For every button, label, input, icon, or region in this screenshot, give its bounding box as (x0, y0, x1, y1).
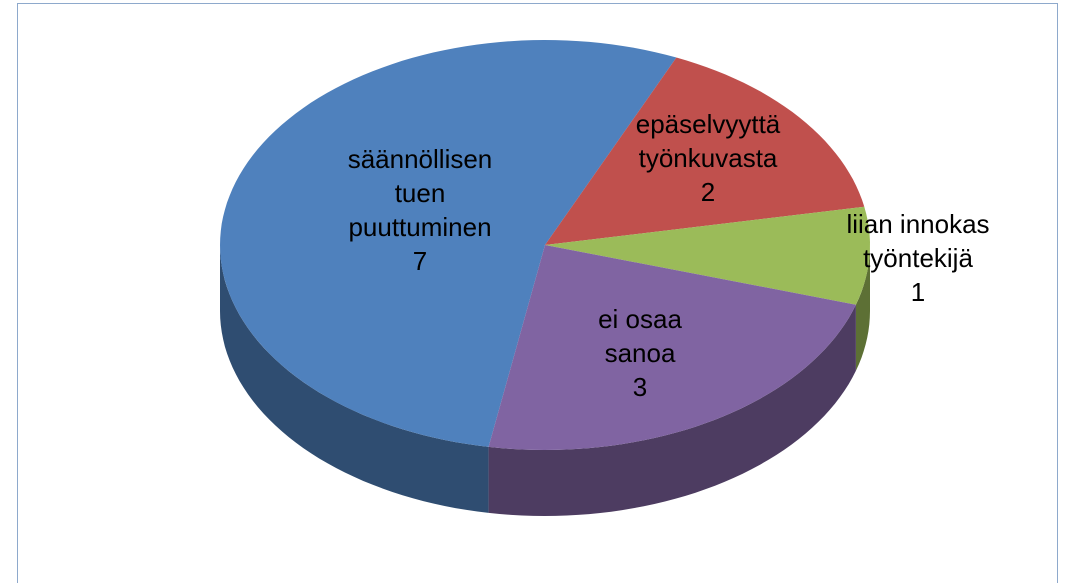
label-line: työnkuvasta (639, 143, 778, 173)
slice-side (855, 245, 870, 371)
slice-label: ei osaa sanoa (598, 304, 682, 368)
pie-tops (220, 40, 870, 450)
label-line: ei osaa (598, 304, 682, 334)
value-label: 2 (701, 177, 715, 207)
slice (220, 40, 677, 447)
slice-label: epäselvyyttä työnkuvasta (636, 109, 781, 173)
slice-label: säännöllisen tuen puuttuminen (348, 144, 493, 242)
value-label: 7 (413, 246, 427, 276)
slice (545, 206, 870, 305)
slice (545, 57, 865, 245)
slice-side (488, 304, 856, 516)
slice-label: liian innokas työntekijä (846, 209, 989, 273)
chart-frame (17, 3, 1058, 583)
pie-sides (220, 245, 870, 516)
value-label: 3 (633, 372, 647, 402)
label-line: epäselvyyttä (636, 109, 781, 139)
label-line: työntekijä (863, 243, 973, 273)
label-line: säännöllisen (348, 144, 493, 174)
slice-side (220, 245, 489, 513)
label-line: puuttuminen (348, 212, 491, 242)
value-label: 1 (911, 277, 925, 307)
slice (488, 245, 856, 450)
label-line: liian innokas (846, 209, 989, 239)
label-line: sanoa (605, 338, 676, 368)
label-line: tuen (395, 178, 446, 208)
